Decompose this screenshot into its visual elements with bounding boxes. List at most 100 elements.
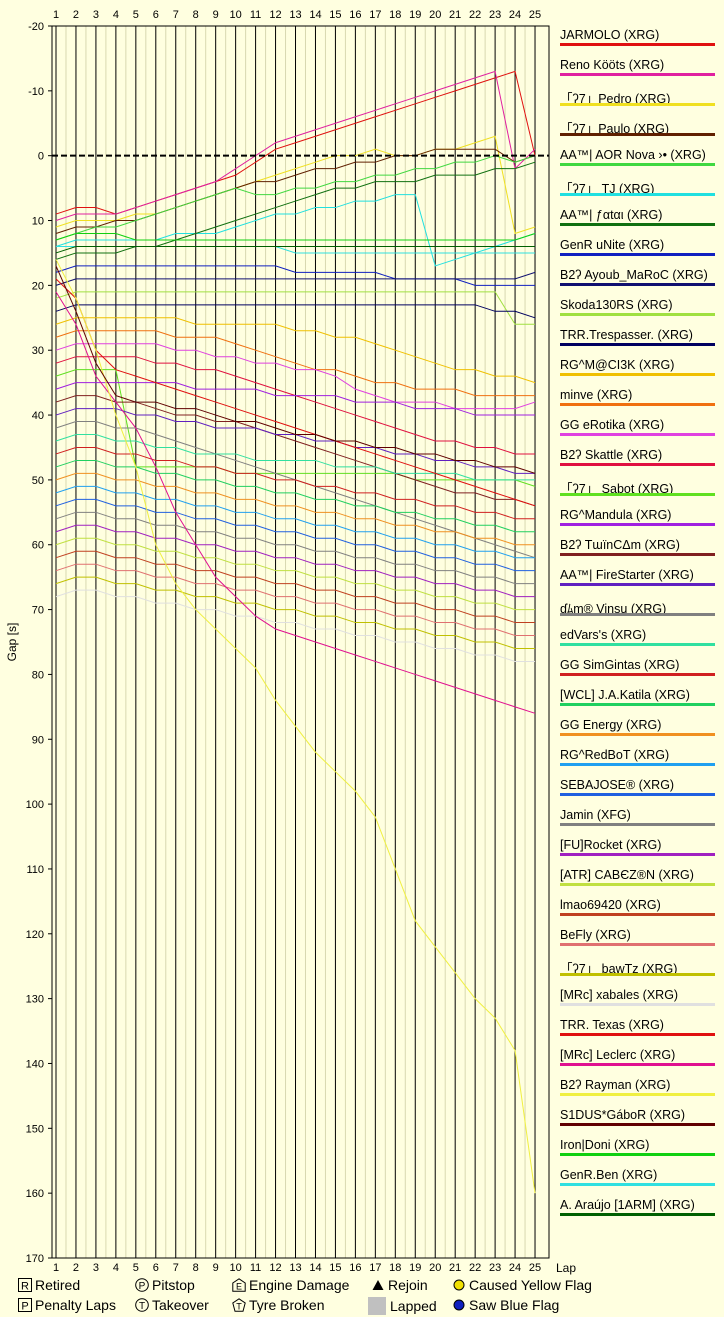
x-tick-label: 10 bbox=[230, 1262, 242, 1274]
driver-name: [ATR] CABЄZ®N (XRG) bbox=[560, 868, 694, 882]
driver-color-swatch bbox=[560, 973, 715, 976]
driver-name: TRR. Texas (XRG) bbox=[560, 1018, 664, 1032]
series-line-24 bbox=[55, 472, 536, 546]
driver-color-swatch bbox=[560, 793, 715, 796]
legend-saw-blue: Saw Blue Flag bbox=[452, 1297, 559, 1313]
x-tick-label: 15 bbox=[329, 1262, 341, 1274]
driver-legend-item: [MRc] xabales (XRG) bbox=[560, 986, 715, 1016]
x-tick-label: 14 bbox=[309, 9, 321, 21]
x-tick-label: 8 bbox=[193, 1262, 199, 1274]
driver-legend-item: RG^RedBoT (XRG) bbox=[560, 746, 715, 776]
driver-legend-item: B2ʔ Ayoub_MaRoC (XRG) bbox=[560, 266, 715, 296]
driver-legend-item: B2ʔ TɯïnCΔm (XRG) bbox=[560, 536, 715, 566]
driver-color-swatch bbox=[560, 373, 715, 376]
driver-name: GG eRotika (XRG) bbox=[560, 418, 665, 432]
x-tick-label: 13 bbox=[289, 1262, 301, 1274]
x-tick-label: 9 bbox=[213, 9, 219, 21]
series-line-35 bbox=[55, 291, 536, 714]
grid bbox=[52, 26, 549, 1258]
driver-color-swatch bbox=[560, 313, 715, 316]
x-tick-label: 19 bbox=[409, 9, 421, 21]
y-tick-label: 30 bbox=[32, 345, 44, 357]
driver-legend-item: [MRc] Leclerc (XRG) bbox=[560, 1046, 715, 1076]
driver-legend-item: Iron|Doni (XRG) bbox=[560, 1136, 715, 1166]
svg-text:T: T bbox=[236, 1302, 242, 1312]
x-axis-label: Lap bbox=[556, 1261, 576, 1275]
driver-legend-item: minve (XRG) bbox=[560, 386, 715, 416]
driver-color-swatch bbox=[560, 1213, 715, 1216]
driver-name: SEBAJOSE® (XRG) bbox=[560, 778, 675, 792]
driver-color-swatch bbox=[560, 1063, 715, 1066]
driver-name: GenR.Ben (XRG) bbox=[560, 1168, 658, 1182]
x-tick-label: 24 bbox=[509, 1262, 521, 1274]
series-line-17 bbox=[55, 382, 536, 416]
driver-legend-item: AA™| ƒαtαι (XRG) bbox=[560, 206, 715, 236]
driver-color-swatch bbox=[560, 163, 715, 166]
y-tick-label: 0 bbox=[38, 151, 44, 163]
y-tick-label: 40 bbox=[32, 410, 44, 422]
legend-engine-damage: E Engine Damage bbox=[232, 1277, 349, 1293]
driver-legend-item: 「ʔ7」Paulo (XRG) bbox=[560, 116, 715, 146]
y-tick-label: 130 bbox=[26, 994, 44, 1006]
driver-name: TRR.Trespasser. (XRG) bbox=[560, 328, 693, 342]
x-tick-label: 3 bbox=[93, 1262, 99, 1274]
x-tick-label: 3 bbox=[93, 9, 99, 21]
legend-pitstop: P Pitstop bbox=[135, 1277, 195, 1293]
x-tick-label: 24 bbox=[509, 9, 521, 21]
x-tick-label: 17 bbox=[369, 9, 381, 21]
driver-name: B2ʔ Rayman (XRG) bbox=[560, 1078, 671, 1092]
driver-color-swatch bbox=[560, 223, 715, 226]
legend-rejoin: Rejoin bbox=[371, 1277, 428, 1293]
x-tick-label: 11 bbox=[250, 1262, 261, 1274]
driver-color-swatch bbox=[560, 43, 715, 46]
series-line-37 bbox=[55, 265, 536, 474]
x-tick-label: 20 bbox=[429, 1262, 441, 1274]
driver-name: 「ʔ7」 bawTz (XRG) bbox=[560, 962, 678, 976]
driver-name: lmao69420 (XRG) bbox=[560, 898, 661, 912]
series-line-32 bbox=[55, 576, 536, 649]
x-tick-label: 17 bbox=[369, 1262, 381, 1274]
driver-name: [WCL] J.A.Katila (XRG) bbox=[560, 688, 690, 702]
x-tick-label: 19 bbox=[409, 1262, 421, 1274]
legend-caused-yellow: Caused Yellow Flag bbox=[452, 1277, 592, 1293]
legend-retired: R Retired bbox=[18, 1277, 80, 1293]
series-line-11 bbox=[55, 304, 536, 319]
series-line-10 bbox=[55, 291, 536, 325]
driver-name: Iron|Doni (XRG) bbox=[560, 1138, 650, 1152]
y-tick-label: -20 bbox=[28, 21, 44, 33]
series-lines bbox=[55, 70, 536, 1194]
x-tick-label: 1 bbox=[53, 1262, 59, 1274]
x-tick-label: 23 bbox=[489, 9, 501, 21]
legend-tyre-broken: T Tyre Broken bbox=[232, 1297, 324, 1313]
driver-legend-item: TRR.Trespasser. (XRG) bbox=[560, 326, 715, 356]
series-line-13 bbox=[55, 330, 536, 397]
driver-legend-item: Skoda130RS (XRG) bbox=[560, 296, 715, 326]
svg-text:E: E bbox=[236, 1282, 242, 1292]
driver-color-swatch bbox=[560, 853, 715, 856]
x-tick-label: 13 bbox=[289, 9, 301, 21]
driver-name: A. Araújo [1ARM] (XRG) bbox=[560, 1198, 695, 1212]
y-tick-label: 20 bbox=[32, 280, 44, 292]
driver-legend-item: 「ʔ7」Pedro (XRG) bbox=[560, 86, 715, 116]
series-line-27 bbox=[55, 511, 536, 585]
y-tick-label: 160 bbox=[26, 1188, 44, 1200]
y-tick-label: 80 bbox=[32, 669, 44, 681]
x-tick-label: 8 bbox=[193, 9, 199, 21]
penalty-laps-icon: P bbox=[18, 1298, 32, 1312]
driver-legend-item: GenR.Ben (XRG) bbox=[560, 1166, 715, 1196]
driver-name: RG^M@CI3K (XRG) bbox=[560, 358, 675, 372]
driver-color-swatch bbox=[560, 433, 715, 436]
legend-lapped: Lapped bbox=[367, 1297, 437, 1315]
x-tick-label: 23 bbox=[489, 1262, 501, 1274]
takeover-icon: T bbox=[135, 1298, 149, 1312]
x-tick-label: 7 bbox=[173, 1262, 179, 1274]
x-tick-label: 21 bbox=[449, 1262, 461, 1274]
driver-legend-item: 「ʔ7」 bawTz (XRG) bbox=[560, 956, 715, 986]
driver-legend-item: TRR. Texas (XRG) bbox=[560, 1016, 715, 1046]
driver-legend-item: A. Araújo [1ARM] (XRG) bbox=[560, 1196, 715, 1226]
x-ticks: 1122334455667788991010111112121313141415… bbox=[53, 9, 541, 1274]
driver-legend-item: RG^Mandula (XRG) bbox=[560, 506, 715, 536]
x-tick-label: 18 bbox=[389, 9, 401, 21]
x-tick-label: 12 bbox=[269, 9, 281, 21]
